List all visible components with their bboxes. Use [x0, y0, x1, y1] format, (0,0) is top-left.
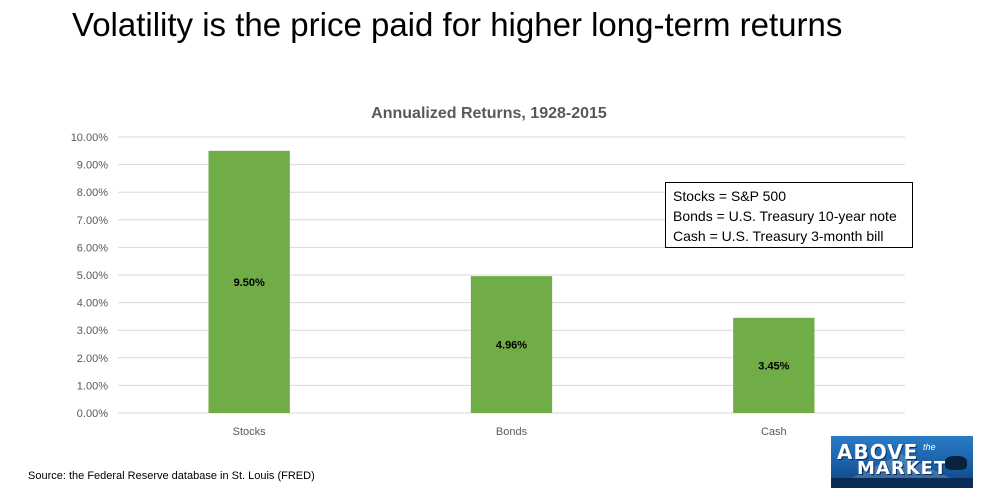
note-line-bonds: Bonds = U.S. Treasury 10-year note	[673, 208, 897, 224]
y-tick-label: 2.00%	[77, 353, 108, 365]
x-tick-label-bonds: Bonds	[496, 426, 528, 438]
y-tick-label: 8.00%	[77, 187, 108, 199]
chart-title: Annualized Returns, 1928-2015	[371, 105, 607, 122]
series-definition-note: Stocks = S&P 500 Bonds = U.S. Treasury 1…	[665, 182, 913, 248]
note-line-stocks: Stocks = S&P 500	[673, 188, 786, 204]
x-axis-tick-labels: Stocks Bonds Cash	[233, 426, 787, 438]
x-tick-label-stocks: Stocks	[233, 426, 267, 438]
logo-text-top: ABOVE	[837, 440, 919, 464]
x-tick-label-cash: Cash	[761, 426, 787, 438]
page-title: Volatility is the price paid for higher …	[72, 6, 843, 43]
bull-icon	[945, 456, 967, 470]
y-tick-label: 10.00%	[71, 132, 109, 144]
data-labels: 9.50% 4.96% 3.45%	[234, 277, 790, 372]
y-tick-label: 9.00%	[77, 160, 108, 172]
y-tick-label: 6.00%	[77, 242, 108, 254]
logo-tagline-strip	[831, 478, 973, 488]
source-note: Source: the Federal Reserve database in …	[28, 470, 315, 482]
y-tick-label: 3.00%	[77, 325, 108, 337]
data-label-bonds: 4.96%	[496, 340, 527, 352]
y-tick-label: 7.00%	[77, 215, 108, 227]
bar-stocks	[208, 150, 290, 414]
y-axis-tick-labels: 0.00% 1.00% 2.00% 3.00% 4.00% 5.00% 6.00% 7.00%…	[71, 132, 109, 420]
bar-bonds	[470, 276, 553, 413]
above-the-market-logo[interactable]: ABOVE the MARKET	[831, 436, 973, 488]
data-label-cash: 3.45%	[758, 360, 789, 372]
bars	[208, 150, 815, 414]
y-tick-label: 0.00%	[77, 408, 108, 420]
y-tick-label: 5.00%	[77, 270, 108, 282]
bar-cash	[733, 317, 815, 413]
y-tick-label: 4.00%	[77, 298, 108, 310]
logo-text-bottom: MARKET	[857, 458, 948, 479]
logo-text-the: the	[923, 442, 936, 452]
y-tick-label: 1.00%	[77, 380, 108, 392]
note-line-cash: Cash = U.S. Treasury 3-month bill	[673, 228, 884, 244]
data-label-stocks: 9.50%	[234, 277, 265, 289]
